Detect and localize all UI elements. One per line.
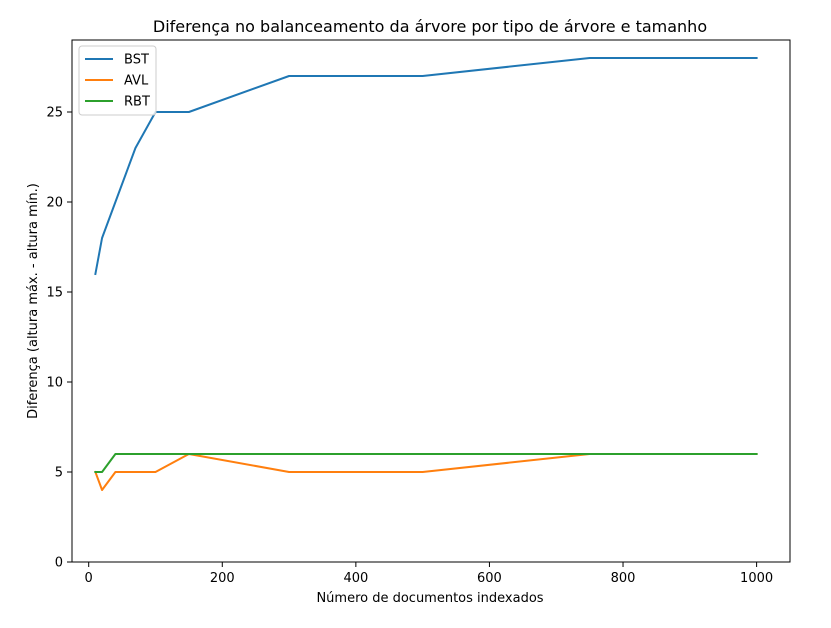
x-tick-label: 400 <box>343 571 368 586</box>
x-tick-label: 800 <box>611 571 636 586</box>
chart-title: Diferença no balanceamento da árvore por… <box>153 17 707 36</box>
legend: BST AVL RBT <box>78 45 157 116</box>
y-axis-title: Diferença (altura máx. - altura mín.) <box>26 183 41 419</box>
legend-label-bst: BST <box>124 53 149 68</box>
plot-area: 0 200 400 600 800 1000 0 5 10 15 20 25 <box>46 39 791 586</box>
x-axis-title: Número de documentos indexados <box>316 591 543 606</box>
x-tick-label: 1000 <box>740 571 773 586</box>
y-tick-label: 20 <box>46 196 63 211</box>
y-tick-label: 5 <box>55 466 63 481</box>
legend-label-avl: AVL <box>124 74 149 89</box>
y-tick-label: 10 <box>46 376 63 391</box>
series-line-avl <box>94 453 758 491</box>
series-line-rbt <box>94 453 758 473</box>
y-tick-label: 15 <box>46 286 63 301</box>
legend-box <box>78 45 157 116</box>
x-tick-label: 600 <box>477 571 502 586</box>
legend-label-rbt: RBT <box>124 95 150 110</box>
y-tick-label: 25 <box>46 106 63 121</box>
axes-frame <box>71 39 791 563</box>
y-tick-label: 0 <box>55 556 63 571</box>
x-tick-label: 0 <box>85 571 93 586</box>
series-line-bst <box>94 57 758 276</box>
x-tick-label: 200 <box>210 571 235 586</box>
